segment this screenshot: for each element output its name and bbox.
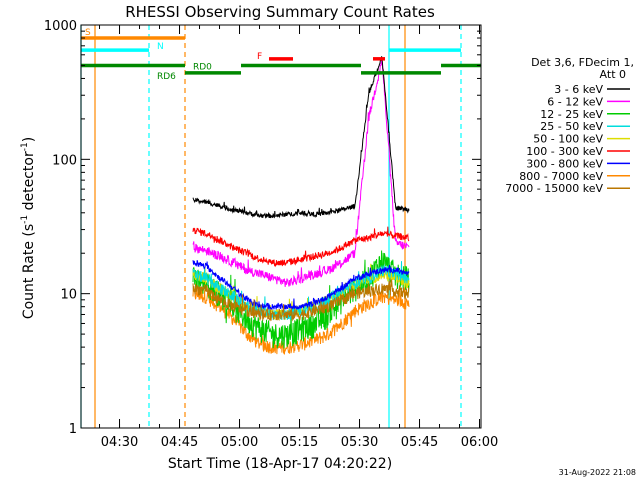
legend-label-3: 25 - 50 keV [540, 120, 603, 133]
x-tick-label-1: 04:45 [161, 435, 198, 450]
legend-header-2: Att 0 [600, 68, 626, 81]
series-line-1 [192, 58, 410, 287]
legend-label-7: 800 - 7000 keV [519, 170, 603, 183]
y-tick-label-2: 100 [52, 153, 77, 168]
flag-label-f: F [257, 52, 262, 62]
legend-header-1: Det 3,6, FDecim 1, [531, 56, 634, 69]
x-axis-label: Start Time (18-Apr-17 04:20:22) [168, 456, 392, 472]
series-line-6 [192, 260, 410, 311]
axis-frame [80, 24, 482, 429]
chart-title: RHESSI Observing Summary Count Rates [125, 3, 435, 21]
legend-label-2: 12 - 25 keV [540, 108, 603, 121]
series-line-8 [192, 278, 410, 322]
legend-label-1: 6 - 12 keV [547, 95, 603, 108]
y-tick-label-3: 1000 [44, 19, 77, 34]
y-tick-label-0: 1 [69, 422, 77, 437]
y-tick-label-1: 10 [60, 288, 77, 303]
series-line-0 [192, 56, 410, 219]
flag-label-rd6: RD6 [157, 72, 176, 82]
series-line-2 [192, 250, 410, 349]
x-tick-label-0: 04:30 [101, 435, 138, 450]
x-tick-label-3: 05:15 [281, 435, 318, 450]
axes: 1 10 100 1000 04:30 04:45 05:00 05:15 05:30 05:45… [44, 19, 498, 450]
x-tick-label-6: 06:00 [461, 435, 498, 450]
series-line-5 [192, 226, 410, 268]
flag-label-n: N [157, 42, 164, 52]
x-tick-label-4: 05:30 [341, 435, 378, 450]
footer-timestamp: 31-Aug-2022 21:08 [559, 468, 636, 477]
legend-label-0: 3 - 6 keV [554, 83, 603, 96]
x-tick-label-2: 05:00 [221, 435, 258, 450]
legend-label-5: 100 - 300 keV [526, 145, 603, 158]
legend-label-4: 50 - 100 keV [533, 133, 603, 146]
y-axis-label: Count Rate (s-1 detector-1) [20, 137, 37, 319]
x-tick-label-5: 05:45 [401, 435, 438, 450]
legend-label-6: 300 - 800 keV [526, 157, 603, 170]
flag-label-rd0: RD0 [193, 62, 212, 72]
legend-label-8: 7000 - 15000 keV [505, 182, 603, 195]
flag-label-s: S [85, 28, 91, 38]
plot-area: S N RD0 RD6 F [80, 25, 481, 428]
